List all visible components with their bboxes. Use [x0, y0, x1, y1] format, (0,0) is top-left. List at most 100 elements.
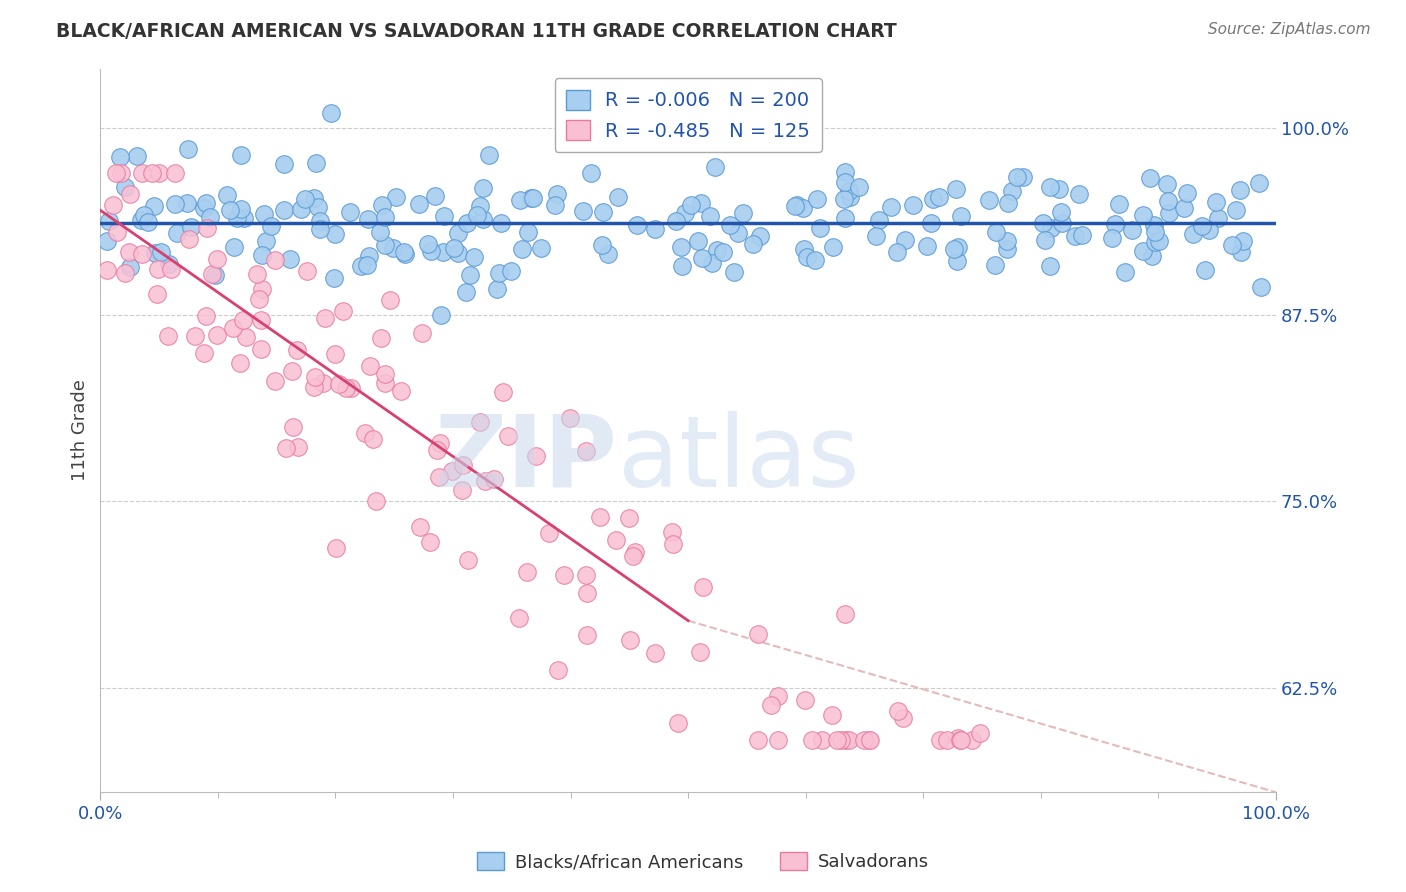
- Point: [589, 510, 612, 524]
- Point: [1121, 223, 1143, 237]
- Point: [166, 226, 188, 240]
- Point: [302, 191, 325, 205]
- Point: [692, 580, 714, 594]
- Point: [1032, 215, 1054, 229]
- Point: [1033, 233, 1056, 247]
- Point: [374, 211, 396, 225]
- Point: [254, 234, 277, 248]
- Point: [108, 149, 131, 163]
- Point: [430, 308, 453, 322]
- Point: [308, 222, 330, 236]
- Point: [245, 267, 267, 281]
- Point: [575, 586, 598, 600]
- Point: [553, 568, 575, 582]
- Point: [598, 247, 620, 261]
- Point: [1132, 208, 1154, 222]
- Point: [411, 326, 433, 340]
- Point: [391, 384, 413, 399]
- Point: [217, 188, 239, 202]
- Point: [195, 195, 218, 210]
- Point: [195, 310, 218, 324]
- Point: [264, 252, 287, 267]
- Point: [278, 252, 301, 266]
- Point: [516, 225, 538, 239]
- Point: [689, 196, 711, 211]
- Point: [426, 442, 449, 457]
- Point: [443, 241, 465, 255]
- Point: [901, 198, 924, 212]
- Point: [408, 197, 430, 211]
- Point: [950, 733, 973, 747]
- Point: [759, 698, 782, 712]
- Point: [879, 200, 901, 214]
- Point: [325, 541, 347, 555]
- Point: [253, 207, 276, 221]
- Point: [827, 733, 849, 747]
- Point: [385, 190, 408, 204]
- Point: [374, 237, 396, 252]
- Point: [470, 199, 492, 213]
- Point: [225, 211, 247, 226]
- Text: atlas: atlas: [617, 411, 859, 508]
- Point: [319, 106, 342, 120]
- Point: [834, 175, 856, 189]
- Point: [314, 311, 336, 326]
- Point: [468, 415, 491, 429]
- Point: [353, 426, 375, 441]
- Point: [496, 428, 519, 442]
- Point: [766, 690, 789, 704]
- Point: [592, 205, 614, 219]
- Point: [946, 253, 969, 268]
- Point: [617, 510, 640, 524]
- Point: [796, 250, 818, 264]
- Point: [250, 313, 273, 327]
- Point: [1000, 184, 1022, 198]
- Point: [1157, 194, 1180, 208]
- Point: [703, 161, 725, 175]
- Point: [837, 184, 859, 198]
- Point: [793, 242, 815, 256]
- Point: [141, 166, 163, 180]
- Point: [350, 259, 373, 273]
- Point: [408, 520, 430, 534]
- Point: [1173, 202, 1195, 216]
- Point: [681, 197, 703, 211]
- Point: [1156, 177, 1178, 191]
- Point: [1047, 182, 1070, 196]
- Point: [946, 240, 969, 254]
- Point: [835, 733, 858, 747]
- Point: [832, 192, 855, 206]
- Point: [364, 494, 387, 508]
- Point: [969, 726, 991, 740]
- Point: [1147, 234, 1170, 248]
- Point: [868, 213, 890, 227]
- Point: [859, 733, 882, 747]
- Point: [830, 733, 852, 747]
- Point: [281, 420, 304, 434]
- Point: [718, 218, 741, 232]
- Point: [673, 206, 696, 220]
- Point: [419, 244, 441, 258]
- Point: [591, 238, 613, 252]
- Point: [432, 245, 454, 260]
- Point: [794, 693, 817, 707]
- Point: [1194, 263, 1216, 277]
- Point: [311, 376, 333, 390]
- Point: [180, 220, 202, 235]
- Point: [136, 215, 159, 229]
- Point: [263, 375, 285, 389]
- Point: [949, 209, 972, 223]
- Point: [491, 216, 513, 230]
- Point: [749, 229, 772, 244]
- Point: [1101, 231, 1123, 245]
- Point: [661, 524, 683, 539]
- Point: [706, 243, 728, 257]
- Point: [392, 245, 415, 260]
- Point: [148, 166, 170, 180]
- Point: [576, 628, 599, 642]
- Point: [131, 166, 153, 180]
- Point: [1104, 217, 1126, 231]
- Point: [1039, 259, 1062, 273]
- Point: [928, 190, 950, 204]
- Point: [97, 214, 120, 228]
